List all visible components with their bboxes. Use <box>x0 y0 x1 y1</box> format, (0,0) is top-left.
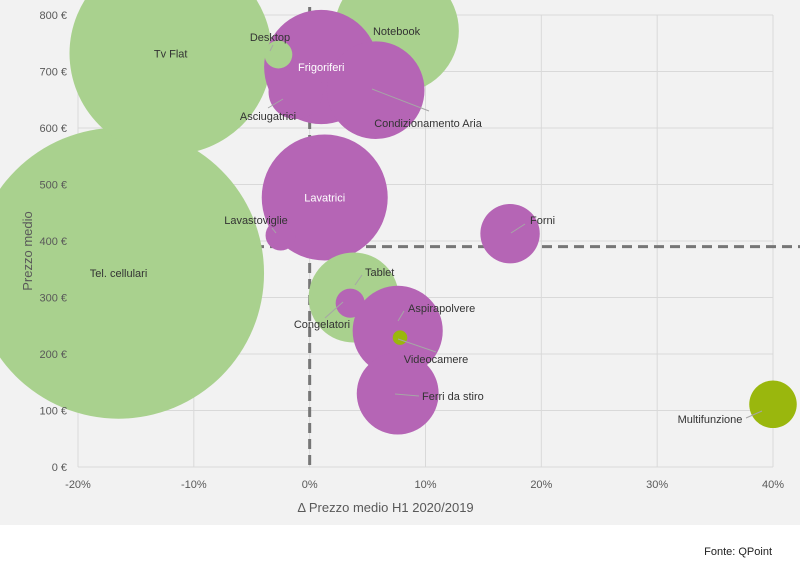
y-tick-label: 100 € <box>39 406 67 418</box>
leader-lavastoviglie <box>271 227 277 234</box>
y-tick-label: 500 € <box>39 180 67 192</box>
leader-videocamere <box>397 338 437 353</box>
label-notebook: Notebook <box>373 26 421 38</box>
label-forni: Forni <box>530 215 555 227</box>
y-axis-ticks: 0 € 100 € 200 € 300 € 400 € 500 € 600 € 700 € 80… <box>39 10 67 474</box>
bubble-tv-flat <box>69 0 272 155</box>
bubble-desktop <box>264 40 293 69</box>
y-tick-label: 200 € <box>39 349 67 361</box>
leader-aspirapolvere <box>397 310 405 322</box>
y-tick-label: 700 € <box>39 67 67 79</box>
x-tick-label: 30% <box>646 479 668 491</box>
bubble-forni <box>480 203 540 264</box>
y-axis-title: Prezzo medio <box>20 211 35 290</box>
bubble-multifunzione <box>749 380 797 429</box>
label-aspirapolvere: Aspirapolvere <box>408 303 475 315</box>
x-tick-label: 0% <box>302 479 318 491</box>
leader-tablet <box>354 274 363 286</box>
leader-ferri-da-stiro <box>394 393 420 397</box>
y-tick-label: 800 € <box>39 10 67 22</box>
x-tick-label: -10% <box>181 479 207 491</box>
bubble-chart: Tv Flat Notebook Desktop Frigoriferi Asciuga… <box>0 0 800 515</box>
x-tick-label: -20% <box>65 479 91 491</box>
x-axis-ticks: -20% -10% 0% 10% 20% 30% 40% <box>65 479 784 491</box>
label-lavatrici: Lavatrici <box>304 192 345 204</box>
bubbles <box>0 0 797 435</box>
leader-congelatori <box>324 301 344 319</box>
y-tick-label: 600 € <box>39 123 67 135</box>
y-tick-label: 0 € <box>52 462 67 474</box>
x-tick-label: 20% <box>530 479 552 491</box>
source-note: Fonte: QPoint <box>704 546 772 558</box>
bubble-asciugatrici <box>268 64 323 120</box>
bubble-lavastoviglie <box>265 220 296 251</box>
leader-desktop <box>269 44 274 52</box>
label-congelatori: Congelatori <box>294 319 350 331</box>
label-multifunzione: Multifunzione <box>678 414 743 426</box>
y-tick-label: 400 € <box>39 236 67 248</box>
label-frigoriferi: Frigoriferi <box>298 62 344 74</box>
bubble-labels: Tv Flat Notebook Desktop Frigoriferi Asciuga… <box>90 26 743 426</box>
bubble-ferri-da-stiro <box>356 352 439 435</box>
label-ferri-da-stiro: Ferri da stiro <box>422 391 484 403</box>
label-asciugatrici: Asciugatrici <box>240 111 296 123</box>
x-tick-label: 10% <box>414 479 436 491</box>
label-tv-flat: Tv Flat <box>154 48 188 60</box>
bubble-videocamere <box>392 330 408 345</box>
x-axis-title: Δ Prezzo medio H1 2020/2019 <box>297 500 473 515</box>
leader-asciugatrici <box>267 98 284 109</box>
y-tick-label: 300 € <box>39 293 67 305</box>
chart-area: Tv Flat Notebook Desktop Frigoriferi Asciuga… <box>0 0 800 525</box>
leader-condizionamento-aria <box>371 88 430 112</box>
bubble-congelatori <box>335 288 365 318</box>
label-lavastoviglie: Lavastoviglie <box>224 215 288 227</box>
bubble-tel-cellulari <box>0 127 264 419</box>
label-desktop: Desktop <box>250 32 290 44</box>
label-tablet: Tablet <box>365 267 394 279</box>
label-condizionamento-aria: Condizionamento Aria <box>374 118 483 130</box>
leader-forni <box>510 223 526 234</box>
label-videocamere: Videocamere <box>404 354 469 366</box>
leader-multifunzione <box>745 410 763 419</box>
x-tick-label: 40% <box>762 479 784 491</box>
leader-lines <box>267 44 763 419</box>
label-tel-cellulari: Tel. cellulari <box>90 268 147 280</box>
